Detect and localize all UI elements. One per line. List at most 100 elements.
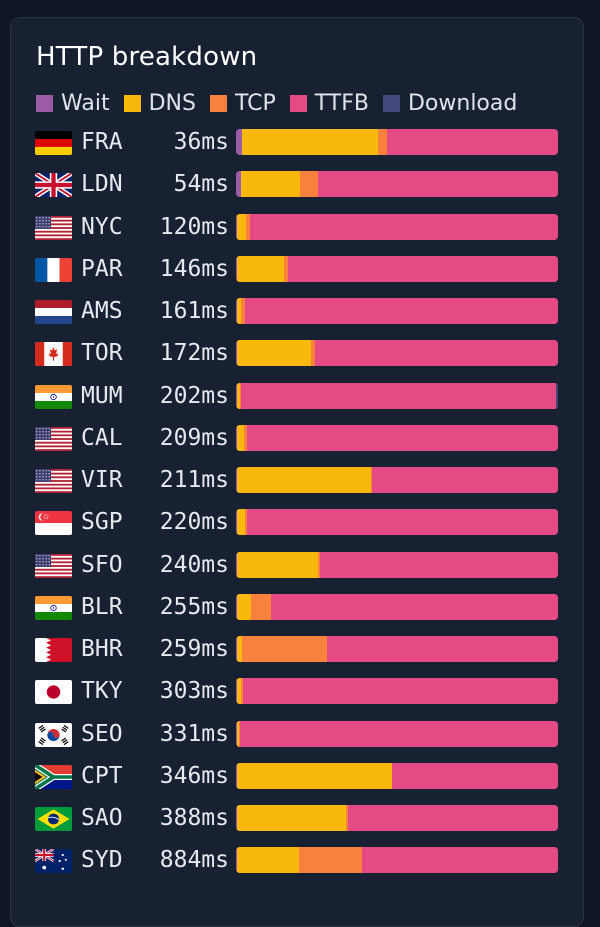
legend-item-download[interactable]: Download (382, 91, 517, 116)
bar-segment-wait (236, 129, 243, 155)
chart-legend: Wait DNS TCP TTFB Download (36, 89, 531, 117)
flag-jp-icon (35, 680, 72, 705)
time-label: 211ms (159, 467, 229, 493)
stacked-bar[interactable] (236, 382, 558, 409)
flag-br-icon (35, 807, 72, 831)
bar-row-tor[interactable]: TOR 172ms (0, 338, 574, 368)
stacked-bar[interactable] (236, 340, 558, 367)
stacked-bar[interactable] (236, 129, 558, 155)
bar-row-nyc[interactable]: NYC 120ms (0, 212, 574, 242)
time-label: 120ms (159, 213, 229, 240)
flag-za-icon (35, 764, 72, 789)
city-label: SAO (81, 805, 123, 831)
bar-segment-wait (236, 467, 238, 493)
time-label: 172ms (159, 340, 229, 367)
flag-us-icon (35, 215, 72, 240)
bar-segment-tcp (238, 720, 240, 747)
legend-item-ttfb[interactable]: TTFB (289, 90, 369, 116)
bar-row-mum[interactable]: MUM 202ms (0, 381, 574, 411)
stacked-bar[interactable] (236, 467, 558, 493)
bar-segment-tcp (346, 805, 349, 831)
bar-row-bhr[interactable]: BHR 259ms (0, 634, 574, 664)
legend-label: TTFB (314, 90, 369, 116)
stacked-bar[interactable] (236, 298, 558, 324)
legend-item-wait[interactable]: Wait (36, 91, 110, 116)
bar-segment-ttfb (243, 678, 558, 705)
flag-de-icon (35, 131, 72, 155)
bar-segment-dns (237, 593, 251, 620)
city-label: NYC (81, 213, 123, 240)
city-label: TKY (81, 678, 123, 705)
flag-fr-icon (35, 257, 72, 282)
stacked-bar[interactable] (236, 678, 558, 705)
bar-row-sgp[interactable]: SGP 220ms (0, 507, 574, 537)
bar-row-sao[interactable]: SAO 388ms (0, 803, 574, 833)
stacked-bar[interactable] (236, 551, 558, 578)
time-label: 388ms (159, 805, 229, 831)
bar-segment-dns (237, 340, 312, 367)
legend-label: DNS (148, 90, 196, 116)
stacked-bar[interactable] (236, 636, 558, 662)
bar-row-ams[interactable]: AMS 161ms (0, 296, 574, 326)
bar-segment-ttfb (315, 340, 558, 367)
stacked-bar[interactable] (236, 171, 558, 198)
time-label: 259ms (159, 636, 229, 662)
time-label: 209ms (159, 424, 229, 451)
bar-segment-ttfb (319, 551, 558, 578)
bar-segment-tcp (284, 255, 288, 282)
bar-segment-tcp (299, 847, 362, 874)
stacked-bar[interactable] (236, 255, 558, 282)
city-label: BLR (81, 593, 123, 620)
bar-row-cal[interactable]: CAL 209ms (0, 423, 574, 453)
flag-kr-icon (35, 722, 72, 747)
bar-segment-dns (237, 382, 240, 409)
bar-segment-ttfb (239, 720, 558, 747)
bar-segment-tcp (371, 467, 373, 493)
bar-row-vir[interactable]: VIR 211ms (0, 465, 574, 495)
bar-segment-ttfb (318, 171, 558, 198)
stacked-bar[interactable] (236, 805, 558, 831)
bar-segment-wait (236, 213, 238, 240)
legend-item-tcp[interactable]: TCP (209, 91, 276, 116)
stacked-bar[interactable] (236, 762, 558, 789)
flag-gb-icon (35, 173, 72, 198)
legend-label: Wait (61, 90, 110, 116)
time-label: 346ms (159, 762, 229, 789)
bar-row-tky[interactable]: TKY 303ms (0, 676, 574, 706)
bar-segment-wait (236, 340, 238, 367)
bar-row-blr[interactable]: BLR 255ms (0, 592, 574, 622)
city-label: BHR (81, 636, 123, 662)
legend-item-dns[interactable]: DNS (123, 90, 196, 116)
bar-segment-wait (236, 762, 237, 789)
stacked-bar[interactable] (236, 424, 558, 451)
flag-in-icon (35, 384, 72, 409)
bar-segment-wait (236, 382, 238, 409)
stacked-bar[interactable] (236, 847, 558, 874)
bar-segment-tcp (391, 762, 393, 789)
bar-segment-ttfb (241, 382, 557, 409)
city-label: TOR (81, 340, 123, 367)
bar-segment-tcp (311, 340, 316, 367)
bar-segment-dns (237, 551, 318, 578)
stacked-bar[interactable] (236, 720, 558, 747)
bar-row-ldn[interactable]: LDN 54ms (0, 169, 574, 199)
bar-row-fra[interactable]: FRA 36ms (0, 127, 574, 157)
time-label: 202ms (159, 382, 229, 409)
stacked-bar[interactable] (236, 509, 558, 536)
bar-segment-tcp (317, 551, 320, 578)
stacked-bar[interactable] (236, 213, 558, 240)
stacked-bar[interactable] (236, 593, 558, 620)
bar-segment-dns (240, 171, 301, 198)
bar-row-sfo[interactable]: SFO 240ms (0, 550, 574, 580)
bar-row-cpt[interactable]: CPT 346ms (0, 761, 574, 791)
bar-segment-dns (237, 213, 246, 240)
bar-segment-dns (237, 678, 242, 705)
bar-row-par[interactable]: PAR 146ms (0, 254, 574, 284)
legend-swatch (123, 94, 141, 112)
bar-segment-dns (237, 424, 245, 451)
bar-row-seo[interactable]: SEO 331ms (0, 719, 574, 749)
bar-row-syd[interactable]: SYD 884ms (0, 845, 574, 875)
bar-segment-tcp (377, 129, 388, 155)
bar-segment-wait (236, 805, 237, 831)
bar-segment-wait (236, 593, 238, 620)
